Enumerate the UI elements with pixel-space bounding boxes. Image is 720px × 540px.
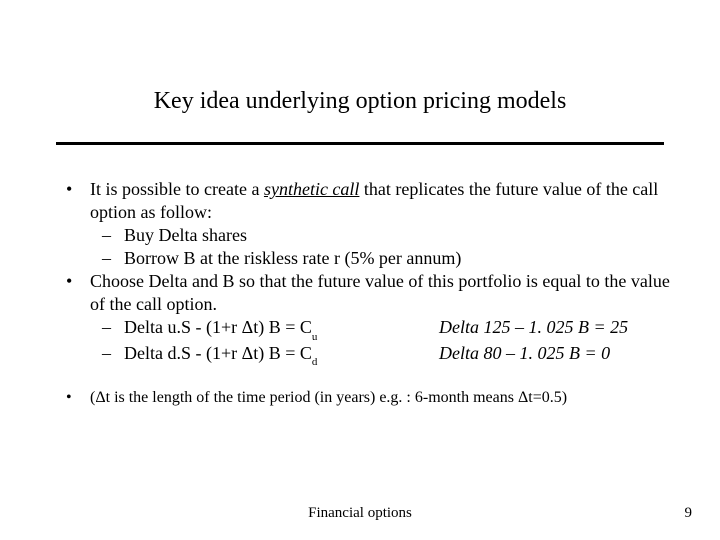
footnote-bullet: • (Δt is the length of the time period (… — [60, 388, 680, 408]
eq2-left: Delta d.S - (1+r Δt) B = C — [124, 343, 312, 363]
page-number: 9 — [685, 505, 693, 522]
eq2-right: Delta 80 – 1. 025 B = 0 — [439, 342, 610, 368]
spacer — [60, 368, 680, 388]
bullet-1-sub-2: – Borrow B at the riskless rate r (5% pe… — [60, 247, 680, 270]
footnote-text: (Δt is the length of the time period (in… — [90, 389, 567, 406]
slide-title: Key idea underlying option pricing model… — [0, 88, 720, 115]
slide: Key idea underlying option pricing model… — [0, 0, 720, 540]
dash-icon: – — [102, 247, 111, 270]
bullet-1-sub-1: – Buy Delta shares — [60, 224, 680, 247]
slide-body: • It is possible to create a synthetic c… — [60, 178, 680, 408]
bullet-icon: • — [66, 388, 72, 408]
bullet-1-sub-2-text: Borrow B at the riskless rate r (5% per … — [124, 248, 461, 268]
bullet-1-text-prefix: It is possible to create a — [90, 179, 264, 199]
dash-icon: – — [102, 342, 111, 365]
bullet-icon: • — [66, 270, 72, 293]
dash-icon: – — [102, 224, 111, 247]
bullet-1-sub-1-text: Buy Delta shares — [124, 225, 247, 245]
bullet-2-text: Choose Delta and B so that the future va… — [90, 271, 670, 314]
bullet-2: • Choose Delta and B so that the future … — [60, 270, 680, 316]
bullet-2-sub-2: – Delta d.S - (1+r Δt) B = Cd Delta 80 –… — [60, 342, 680, 368]
dash-icon: – — [102, 316, 111, 339]
eq2-left-sub: d — [312, 356, 318, 368]
eq1-right: Delta 125 – 1. 025 B = 25 — [439, 316, 628, 342]
bullet-icon: • — [66, 178, 72, 201]
bullet-1: • It is possible to create a synthetic c… — [60, 178, 680, 224]
bullet-2-sub-1: – Delta u.S - (1+r Δt) B = Cu Delta 125 … — [60, 316, 680, 342]
eq1-left: Delta u.S - (1+r Δt) B = C — [124, 317, 312, 337]
bullet-1-synthetic: synthetic call — [264, 179, 359, 199]
footer-title: Financial options — [0, 505, 720, 522]
title-underline — [56, 142, 664, 145]
